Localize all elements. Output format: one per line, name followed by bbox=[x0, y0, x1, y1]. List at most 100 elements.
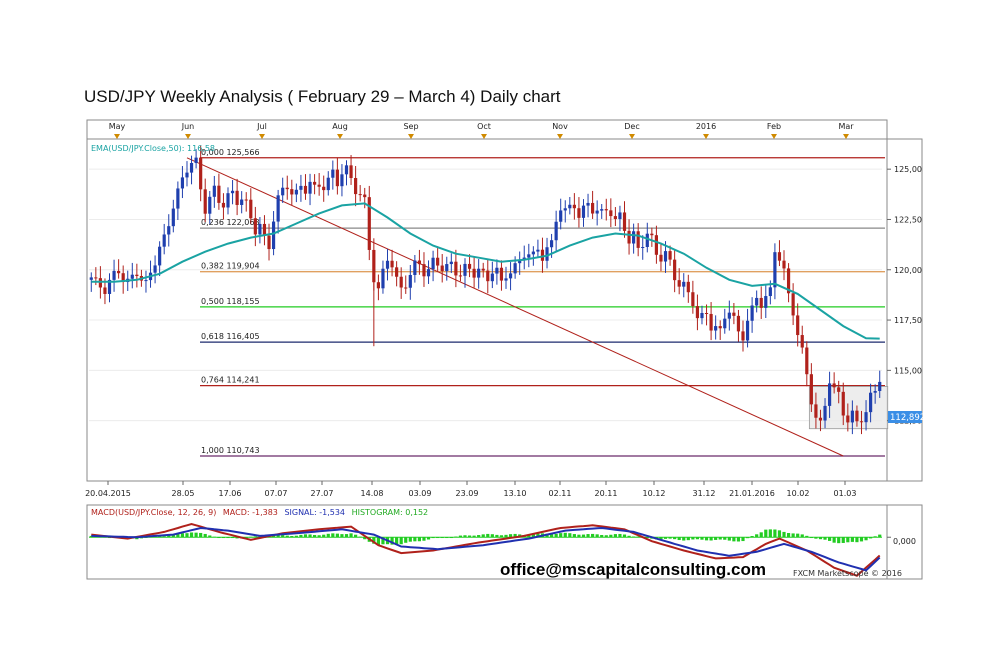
candle-body bbox=[736, 315, 741, 332]
histogram-bar bbox=[622, 534, 627, 538]
histogram-bar bbox=[873, 536, 877, 538]
candle-body bbox=[490, 273, 494, 282]
candle-body bbox=[545, 247, 549, 261]
candle-body bbox=[463, 263, 467, 276]
current-price-label: 112,892 bbox=[890, 413, 925, 423]
candle-body bbox=[709, 313, 713, 331]
histogram-bar bbox=[568, 533, 572, 538]
candle-body bbox=[217, 185, 221, 203]
candle-body bbox=[700, 312, 704, 319]
candle-body bbox=[805, 347, 809, 375]
histogram-bar bbox=[317, 535, 321, 538]
candle-body bbox=[508, 273, 513, 279]
histogram-bar bbox=[426, 537, 431, 540]
candle-body bbox=[618, 212, 622, 220]
candle-body bbox=[271, 221, 276, 250]
contact-email[interactable]: office@mscapitalconsulting.com bbox=[500, 560, 766, 579]
histogram-bar bbox=[704, 537, 709, 541]
candle-body bbox=[622, 212, 627, 231]
histogram-bar bbox=[349, 533, 353, 538]
candle-body bbox=[390, 260, 394, 268]
candle-body bbox=[518, 260, 522, 264]
candle-body bbox=[695, 306, 700, 319]
date-label: 17.06 bbox=[219, 489, 242, 498]
histogram-bar bbox=[354, 534, 358, 538]
histogram-bar bbox=[322, 534, 326, 538]
histogram-bar bbox=[636, 536, 640, 538]
histogram-bar bbox=[814, 537, 818, 539]
candle-body bbox=[167, 226, 171, 235]
month-label: Nov bbox=[552, 122, 568, 131]
candle-body bbox=[878, 381, 882, 392]
candle-body bbox=[759, 297, 763, 308]
fib-label: 0,618 116,405 bbox=[201, 332, 260, 341]
histogram-bar bbox=[312, 535, 317, 538]
histogram-bar bbox=[809, 537, 813, 539]
candle-body bbox=[212, 185, 216, 197]
month-marker bbox=[843, 134, 849, 139]
histogram-bar bbox=[454, 536, 458, 538]
histogram-bar bbox=[89, 535, 93, 538]
histogram-bar bbox=[513, 533, 517, 538]
candle-body bbox=[513, 263, 517, 274]
histogram-bar bbox=[563, 532, 567, 538]
histogram-bar bbox=[504, 534, 508, 538]
date-label: 07.07 bbox=[265, 489, 288, 498]
month-marker bbox=[481, 134, 487, 139]
histogram-bar bbox=[691, 537, 695, 540]
month-label: Sep bbox=[403, 122, 418, 131]
macd-zero-tick: 0,000 bbox=[893, 537, 916, 546]
candle-body bbox=[591, 202, 595, 214]
histogram-bar bbox=[303, 534, 308, 538]
candle-body bbox=[782, 260, 786, 269]
candle-body bbox=[495, 267, 499, 274]
histogram-bar bbox=[668, 537, 672, 539]
macd-legend-title: MACD(USD/JPY.Close, 12, 26, 9) bbox=[91, 508, 216, 517]
candle-body bbox=[408, 274, 412, 288]
histogram-bar bbox=[185, 533, 189, 538]
histogram-bar bbox=[714, 537, 718, 540]
candle-body bbox=[818, 417, 823, 421]
histogram-bar bbox=[458, 535, 463, 538]
histogram-bar bbox=[107, 537, 112, 539]
histogram-bar bbox=[481, 534, 485, 538]
histogram-bar bbox=[618, 533, 622, 538]
candle-body bbox=[809, 374, 813, 405]
date-label: 14.08 bbox=[361, 489, 384, 498]
date-label: 03.09 bbox=[409, 489, 432, 498]
histogram-bar bbox=[659, 537, 663, 540]
date-label: 21.01.2016 bbox=[729, 489, 775, 498]
fib-label: 1,000 110,743 bbox=[201, 446, 260, 455]
histogram-bar bbox=[846, 537, 850, 543]
histogram-bar bbox=[486, 533, 490, 538]
candle-body bbox=[185, 172, 189, 178]
month-label: Feb bbox=[767, 122, 781, 131]
histogram-bar bbox=[791, 533, 795, 538]
candle-body bbox=[426, 269, 431, 277]
histogram-bar bbox=[536, 533, 540, 538]
swing-trendline bbox=[186, 157, 844, 457]
candle-body bbox=[299, 185, 303, 190]
candle-body bbox=[395, 267, 399, 277]
histogram-bar bbox=[267, 536, 271, 538]
fib-label: 0,236 122,068 bbox=[201, 218, 260, 227]
candle-body bbox=[472, 268, 476, 278]
candle-body bbox=[144, 280, 148, 282]
candle-body bbox=[221, 202, 226, 208]
candle-body bbox=[308, 181, 312, 194]
candle-body bbox=[686, 281, 690, 293]
histogram-bar bbox=[855, 537, 859, 543]
candle-body bbox=[499, 267, 504, 281]
histogram-bar bbox=[837, 537, 841, 544]
histogram-bar bbox=[226, 537, 230, 539]
histogram-bar bbox=[294, 535, 298, 538]
histogram-bar bbox=[777, 530, 782, 538]
candle-body bbox=[632, 231, 636, 244]
candle-body bbox=[358, 194, 362, 196]
month-label: Aug bbox=[332, 122, 348, 131]
histogram-bar bbox=[554, 533, 558, 538]
histogram-bar bbox=[796, 533, 800, 538]
month-label: Jul bbox=[256, 122, 267, 131]
macd-legend: MACD(USD/JPY.Close, 12, 26, 9) MACD: -1,… bbox=[91, 508, 428, 517]
